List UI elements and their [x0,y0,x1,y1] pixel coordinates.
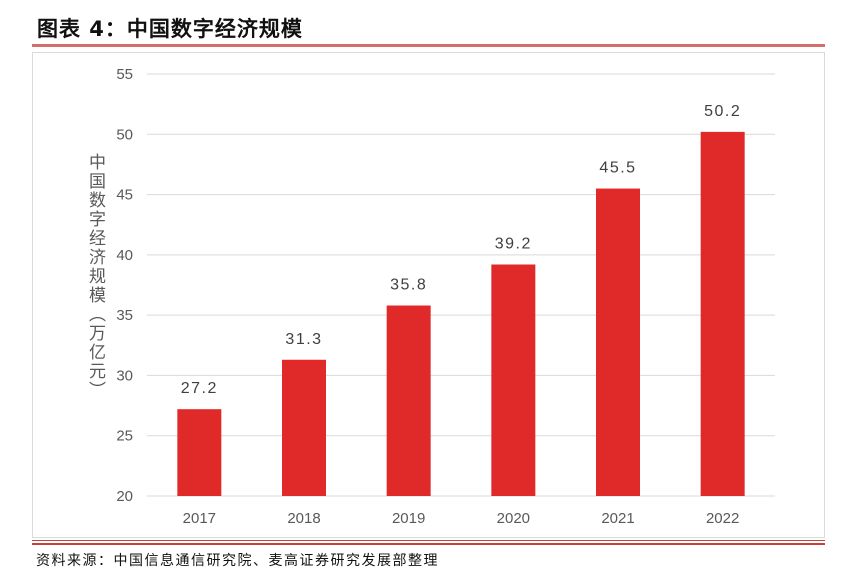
y-tick-label-35: 35 [116,307,133,324]
data-label-2020: 39.2 [495,236,532,253]
y-tick-label-30: 30 [116,367,133,384]
bar-2018 [282,359,326,496]
x-tick-label-2018: 2018 [287,510,320,527]
bottom-rule [32,540,825,545]
data-label-2017: 27.2 [181,380,218,397]
y-tick-label-25: 25 [116,428,133,445]
data-label-2018: 31.3 [285,331,322,348]
bar-2022 [700,131,745,497]
y-axis-label: 中国数字经济规模（万亿元） [85,153,105,400]
x-tick-label-2019: 2019 [392,510,425,527]
bar-2019 [386,305,431,496]
y-tick-label-20: 20 [116,488,133,505]
bar-2017 [177,409,222,496]
x-tick-label-2021: 2021 [601,510,634,527]
bar-2020 [491,264,536,496]
y-tick-label-50: 50 [116,126,133,143]
y-tick-label-55: 55 [116,66,133,83]
source-note: 资料来源：中国信息通信研究院、麦高证券研究发展部整理 [36,553,439,569]
data-label-2019: 35.8 [390,276,427,293]
title-rule [32,44,825,47]
x-tick-label-2017: 2017 [183,510,216,527]
data-label-2022: 50.2 [704,103,741,120]
bar-2021 [596,188,640,497]
x-tick-label-2022: 2022 [706,510,739,527]
data-label-2021: 45.5 [599,160,636,177]
y-tick-label-45: 45 [116,187,133,204]
figure-title: 图表 4：中国数字经济规模 [37,17,303,41]
x-tick-label-2020: 2020 [497,510,530,527]
y-tick-label-40: 40 [116,247,133,264]
chart-frame [32,52,825,538]
